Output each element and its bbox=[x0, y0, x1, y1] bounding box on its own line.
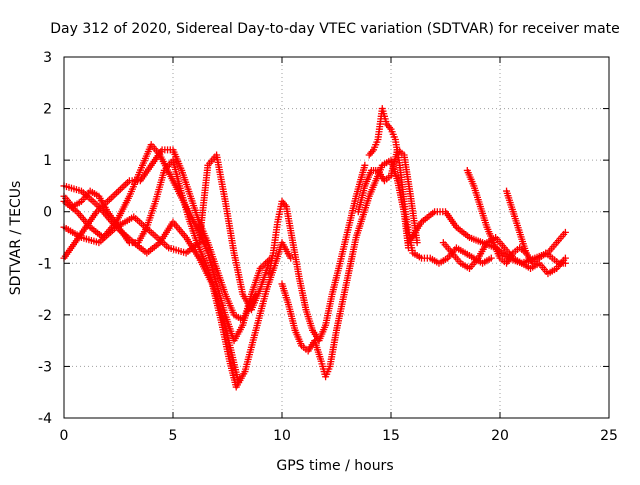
x-tick-label: 20 bbox=[491, 428, 509, 444]
data-point bbox=[287, 254, 295, 262]
y-tick-label: -3 bbox=[38, 359, 52, 375]
y-tick-label: -1 bbox=[38, 256, 52, 272]
x-tick-label: 15 bbox=[382, 428, 400, 444]
chart-title: Day 312 of 2020, Sidereal Day-to-day VTE… bbox=[50, 21, 620, 37]
data-point bbox=[561, 259, 569, 267]
x-tick-label: 10 bbox=[273, 428, 291, 444]
y-tick-label: -2 bbox=[38, 308, 52, 324]
y-axis-label: SDTVAR / TECUs bbox=[8, 181, 24, 296]
x-axis-label: GPS time / hours bbox=[276, 458, 393, 474]
x-tick-label: 5 bbox=[169, 428, 178, 444]
data-point bbox=[361, 161, 369, 169]
data-point bbox=[561, 228, 569, 236]
y-tick-label: 2 bbox=[43, 102, 52, 118]
grid bbox=[64, 57, 609, 418]
y-tick-label: -4 bbox=[38, 411, 52, 427]
y-tick-label: 0 bbox=[43, 205, 52, 221]
y-tick-label: 3 bbox=[43, 50, 52, 66]
data-point bbox=[487, 254, 495, 262]
data-point bbox=[413, 239, 421, 247]
axis-ticks: 0 5 10 15 20 25 -4 -3 -2 -1 0 1 2 3 bbox=[38, 50, 618, 444]
data-point bbox=[234, 378, 242, 386]
data-points bbox=[60, 105, 569, 391]
x-tick-label: 0 bbox=[60, 428, 69, 444]
x-tick-label: 25 bbox=[600, 428, 618, 444]
y-tick-label: 1 bbox=[43, 153, 52, 169]
plot-frame bbox=[63, 56, 610, 419]
